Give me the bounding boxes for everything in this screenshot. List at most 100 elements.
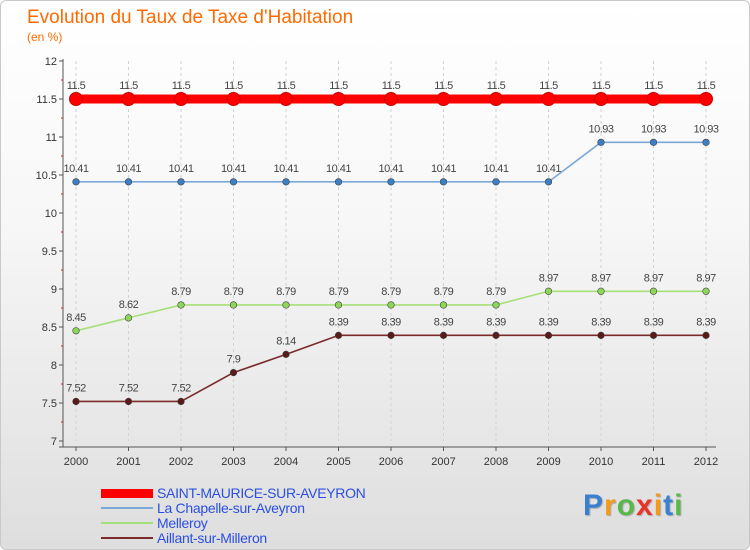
x-tick-label: 2007 bbox=[431, 456, 455, 468]
data-point bbox=[121, 92, 136, 106]
legend-item-melleroy: Melleroy bbox=[101, 515, 431, 531]
data-label: 8.39 bbox=[696, 316, 716, 328]
logo-letter: i bbox=[653, 489, 664, 522]
x-tick-label: 2012 bbox=[694, 456, 718, 468]
data-label: 10.41 bbox=[116, 163, 141, 175]
data-point bbox=[544, 287, 553, 295]
data-label: 8.62 bbox=[119, 299, 139, 311]
data-label: 11.5 bbox=[539, 80, 558, 92]
data-label: 11.5 bbox=[277, 80, 296, 92]
data-point bbox=[702, 138, 710, 146]
data-point bbox=[387, 178, 395, 186]
y-tick-label: 11.5 bbox=[36, 94, 57, 106]
data-label: 8.45 bbox=[66, 312, 86, 324]
data-label: 8.39 bbox=[434, 316, 454, 328]
data-label: 8.79 bbox=[224, 286, 244, 298]
data-label: 7.9 bbox=[227, 354, 241, 366]
data-point bbox=[72, 327, 80, 335]
legend-swatch bbox=[101, 522, 153, 524]
data-label: 10.93 bbox=[641, 123, 666, 135]
data-label: 10.41 bbox=[536, 163, 561, 175]
data-label: 11.5 bbox=[119, 80, 138, 92]
legend-item-saint-maurice: SAINT-MAURICE-SUR-AVEYRON bbox=[101, 485, 431, 501]
y-tick-label: 8.5 bbox=[42, 322, 57, 334]
data-label: 11.5 bbox=[697, 80, 716, 92]
data-label: 10.93 bbox=[588, 123, 613, 135]
data-point bbox=[174, 92, 188, 106]
legend-swatch bbox=[101, 507, 153, 509]
data-point bbox=[489, 92, 503, 106]
data-point bbox=[334, 331, 343, 339]
x-tick-label: 2000 bbox=[64, 456, 88, 468]
data-point bbox=[544, 331, 553, 339]
data-label: 11.5 bbox=[487, 80, 506, 92]
data-label: 11.5 bbox=[224, 80, 243, 92]
data-point bbox=[69, 92, 83, 106]
data-point bbox=[439, 331, 448, 339]
data-label: 7.52 bbox=[119, 382, 139, 394]
y-tick-label: 11 bbox=[46, 132, 57, 144]
data-point bbox=[229, 369, 238, 377]
data-point bbox=[387, 331, 395, 339]
logo-letter: x bbox=[636, 489, 654, 522]
chart-subtitle: (en %) bbox=[27, 30, 63, 44]
data-point bbox=[702, 331, 710, 339]
data-point bbox=[226, 92, 241, 106]
data-point bbox=[646, 92, 661, 106]
y-tick-label: 7.5 bbox=[42, 398, 57, 410]
data-label: 10.41 bbox=[63, 163, 88, 175]
data-label: 10.93 bbox=[693, 123, 718, 135]
x-tick-label: 2005 bbox=[326, 456, 350, 468]
data-label: 8.39 bbox=[381, 316, 401, 328]
data-label: 11.5 bbox=[434, 80, 453, 92]
logo-letter: t bbox=[663, 489, 675, 522]
proxiti-logo: Proxiti bbox=[583, 489, 683, 523]
data-label: 8.79 bbox=[171, 286, 191, 298]
data-point bbox=[331, 92, 346, 106]
y-tick-label: 10 bbox=[45, 208, 57, 220]
data-point bbox=[279, 92, 293, 106]
data-label: 10.41 bbox=[431, 163, 456, 175]
y-tick-label: 9 bbox=[51, 284, 57, 296]
data-point bbox=[124, 397, 133, 406]
data-point bbox=[439, 301, 448, 309]
data-point bbox=[229, 178, 238, 186]
x-tick-label: 2002 bbox=[169, 456, 193, 468]
y-tick-label: 7 bbox=[51, 436, 57, 448]
data-label: 8.97 bbox=[539, 272, 559, 284]
data-label: 8.79 bbox=[381, 286, 401, 298]
y-tick-label: 10.5 bbox=[36, 170, 57, 182]
x-tick-label: 2008 bbox=[484, 456, 508, 468]
chart-title: Evolution du Taux de Taxe d'Habitation bbox=[27, 7, 354, 28]
data-label: 7.52 bbox=[66, 382, 86, 394]
data-label: 8.39 bbox=[591, 316, 611, 328]
data-label: 8.97 bbox=[696, 272, 716, 284]
data-label: 8.79 bbox=[276, 286, 296, 298]
data-label: 10.41 bbox=[273, 163, 298, 175]
x-tick-label: 2004 bbox=[274, 456, 298, 468]
data-point bbox=[282, 301, 290, 309]
data-point bbox=[177, 301, 185, 309]
data-point bbox=[282, 178, 290, 186]
data-label: 8.79 bbox=[329, 286, 349, 298]
data-point bbox=[384, 92, 398, 106]
x-tick-label: 2003 bbox=[221, 456, 245, 468]
x-tick-label: 2010 bbox=[589, 456, 613, 468]
logo-letter: P bbox=[583, 489, 605, 522]
data-point bbox=[439, 178, 448, 186]
data-point bbox=[541, 92, 556, 106]
logo-letter: i bbox=[674, 489, 684, 522]
data-label: 8.39 bbox=[486, 316, 506, 328]
data-label: 11.5 bbox=[382, 80, 401, 92]
data-label: 10.41 bbox=[221, 163, 246, 175]
data-point bbox=[72, 397, 80, 406]
legend-item-aillant: Aillant-sur-Milleron bbox=[101, 530, 431, 546]
data-label: 8.79 bbox=[486, 286, 506, 298]
logo-letter: o bbox=[616, 489, 637, 522]
data-point bbox=[436, 92, 451, 106]
data-label: 8.39 bbox=[329, 316, 349, 328]
data-label: 8.14 bbox=[276, 335, 296, 347]
data-point bbox=[702, 287, 710, 295]
